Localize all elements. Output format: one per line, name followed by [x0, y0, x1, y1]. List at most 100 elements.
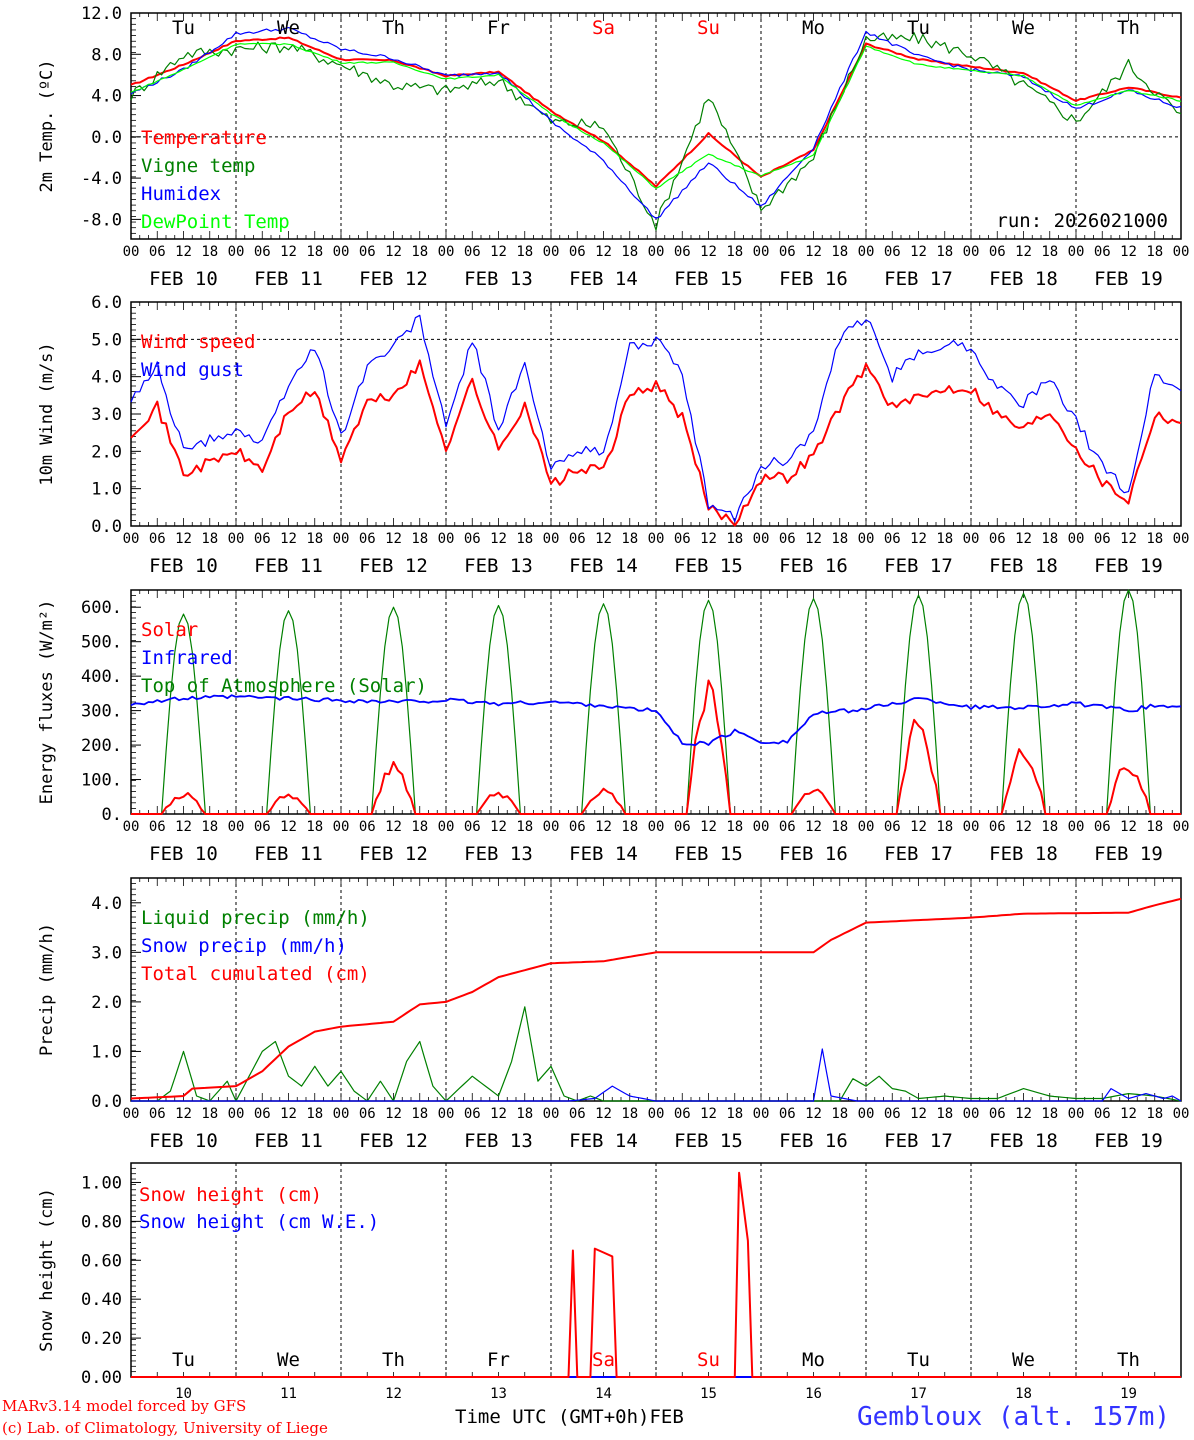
- x-hour-label: 12: [490, 244, 507, 260]
- x-hour-label: 00: [753, 531, 770, 547]
- x-date-label: FEB 16: [779, 843, 848, 865]
- x-hour-label: 00: [858, 531, 875, 547]
- y-tick-label: 0.: [102, 805, 122, 825]
- x-hour-label: 12: [595, 531, 612, 547]
- x-date-label: FEB 13: [464, 843, 533, 865]
- y-tick-label: 6.0: [91, 293, 122, 313]
- x-hour-label: 06: [674, 531, 691, 547]
- y-tick-label: 8.0: [91, 45, 122, 65]
- legend-entry: Liquid precip (mm/h): [141, 907, 370, 929]
- x-date-label: FEB 15: [674, 843, 743, 865]
- x-date-label: FEB 17: [884, 843, 953, 865]
- x-hour-label: 06: [569, 1106, 586, 1122]
- x-hour-label: 12: [700, 1106, 717, 1122]
- x-hour-label: 00: [963, 819, 980, 835]
- y-tick-label: -4.0: [81, 169, 122, 189]
- x-hour-label: 18: [1041, 531, 1058, 547]
- y-tick-label: 4.0: [91, 894, 122, 914]
- x-date-label: FEB 11: [254, 1130, 323, 1152]
- x-date-label: FEB 18: [989, 1130, 1058, 1152]
- day-name-label: Fr: [487, 1349, 510, 1371]
- x-hour-label: 00: [543, 531, 560, 547]
- x-hour-label: 06: [884, 531, 901, 547]
- x-date-label: FEB 16: [779, 555, 848, 577]
- x-hour-label: 00: [333, 819, 350, 835]
- x-hour-label: 06: [1094, 819, 1111, 835]
- x-hour-label: 00: [858, 819, 875, 835]
- x-hour-label: 18: [726, 819, 743, 835]
- day-number-label: 19: [1120, 1386, 1137, 1402]
- x-hour-label: 18: [306, 531, 323, 547]
- x-hour-label: 06: [464, 1106, 481, 1122]
- x-hour-label: 00: [438, 244, 455, 260]
- x-hour-label: 12: [175, 1106, 192, 1122]
- day-name-label: Su: [697, 1349, 720, 1371]
- day-number-label: 17: [910, 1386, 927, 1402]
- x-hour-label: 06: [989, 819, 1006, 835]
- x-hour-label: 06: [884, 819, 901, 835]
- y-tick-label: 1.0: [91, 1042, 122, 1062]
- y-tick-label: 5.0: [91, 330, 122, 350]
- y-tick-label: 0.0: [91, 1092, 122, 1112]
- x-hour-label: 12: [910, 531, 927, 547]
- x-hour-label: 12: [490, 531, 507, 547]
- y-tick-label: 0.00: [81, 1368, 122, 1388]
- x-date-label: FEB 16: [779, 1130, 848, 1152]
- x-hour-label: 12: [595, 244, 612, 260]
- x-hour-label: 18: [411, 819, 428, 835]
- x-hour-label: 06: [779, 531, 796, 547]
- day-name-label: Tu: [907, 17, 930, 39]
- x-date-label: FEB 19: [1094, 268, 1163, 290]
- y-tick-label: 1.00: [81, 1173, 122, 1193]
- legend-entry: Vigne temp: [141, 155, 255, 177]
- x-hour-label: 06: [464, 531, 481, 547]
- x-hour-label: 12: [805, 244, 822, 260]
- x-date-label: FEB 15: [674, 1130, 743, 1152]
- y-tick-label: 0.60: [81, 1251, 122, 1271]
- x-axis-title: Time UTC (GMT+0h): [455, 1406, 650, 1428]
- day-name-label: Sa: [592, 17, 615, 39]
- precipitation-panel: 4.0 3.0 2.0 1.0 0.0 Precip (mm/h) 00 06 12 18 FEB …: [37, 877, 1189, 1152]
- day-number-label: 18: [1015, 1386, 1032, 1402]
- x-hour-label: 12: [1015, 1106, 1032, 1122]
- day-name-label: Mo: [802, 1349, 825, 1371]
- x-hour-label: 06: [464, 819, 481, 835]
- x-hour-label: 00: [753, 244, 770, 260]
- x-date-label: FEB 14: [569, 1130, 638, 1152]
- x-date-label: FEB 18: [989, 268, 1058, 290]
- x-date-label: FEB 13: [464, 1130, 533, 1152]
- x-hour-label: 18: [411, 1106, 428, 1122]
- x-hour-label: 12: [280, 819, 297, 835]
- x-hour-label: 18: [1146, 1106, 1163, 1122]
- day-number-label: 15: [700, 1386, 717, 1402]
- x-hour-label: 00: [228, 244, 245, 260]
- x-hour-label: 12: [385, 531, 402, 547]
- x-hour-label: 00: [543, 819, 560, 835]
- x-hour-label: 12: [385, 244, 402, 260]
- x-hour-label: 12: [280, 531, 297, 547]
- y-tick-label: 0.0: [91, 517, 122, 537]
- x-date-label: FEB 10: [149, 843, 218, 865]
- precip-series-1: [131, 1048, 1182, 1102]
- legend-entry: Temperature: [141, 127, 267, 149]
- x-hour-label: 18: [1146, 531, 1163, 547]
- x-date-label: FEB 17: [884, 268, 953, 290]
- y-tick-label: 3.0: [91, 405, 122, 425]
- y-tick-label: 0.20: [81, 1329, 122, 1349]
- y-tick-label: 4.0: [91, 368, 122, 388]
- x-hour-label: 00: [228, 819, 245, 835]
- x-hour-label: 12: [805, 819, 822, 835]
- run-annotation: run: 2026021000: [996, 210, 1168, 232]
- x-hour-label: 00: [543, 1106, 560, 1122]
- y-tick-label: 200.: [81, 736, 122, 756]
- day-name-label: Sa: [592, 1349, 615, 1371]
- x-hour-label: 12: [175, 531, 192, 547]
- day-name-label: We: [277, 17, 300, 39]
- x-hour-label: 18: [306, 244, 323, 260]
- station-title: Gembloux (alt. 157m): [857, 1402, 1171, 1432]
- energy-infrared: [130, 694, 1182, 747]
- x-date-label: FEB 16: [779, 268, 848, 290]
- x-hour-label: 06: [989, 1106, 1006, 1122]
- x-hour-label: 12: [700, 531, 717, 547]
- x-hour-label: 06: [779, 1106, 796, 1122]
